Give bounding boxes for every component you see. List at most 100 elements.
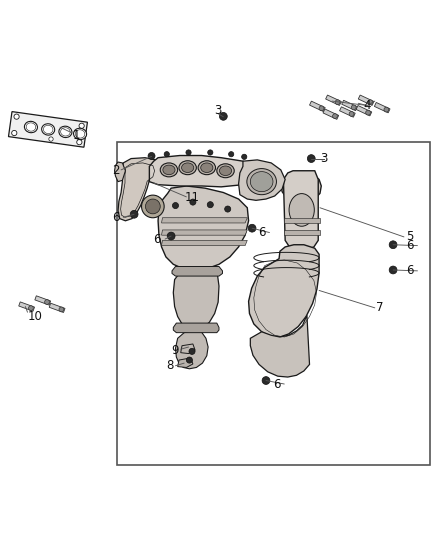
Ellipse shape xyxy=(182,163,194,173)
Polygon shape xyxy=(281,172,321,204)
Ellipse shape xyxy=(42,124,55,135)
Circle shape xyxy=(389,266,397,274)
Circle shape xyxy=(79,123,84,128)
Polygon shape xyxy=(35,296,51,305)
Ellipse shape xyxy=(160,163,178,177)
Ellipse shape xyxy=(179,161,196,175)
Polygon shape xyxy=(325,95,341,106)
Circle shape xyxy=(77,140,82,145)
Polygon shape xyxy=(358,95,374,106)
Text: 6: 6 xyxy=(406,264,413,277)
Polygon shape xyxy=(115,162,125,182)
Polygon shape xyxy=(342,100,357,111)
Polygon shape xyxy=(283,171,318,250)
Circle shape xyxy=(167,232,175,240)
Bar xyxy=(284,230,320,235)
Circle shape xyxy=(186,357,192,363)
Ellipse shape xyxy=(289,193,314,226)
Circle shape xyxy=(219,112,227,120)
Polygon shape xyxy=(162,240,247,246)
Ellipse shape xyxy=(198,161,215,175)
Circle shape xyxy=(262,377,270,384)
Polygon shape xyxy=(162,230,247,235)
Polygon shape xyxy=(251,315,310,377)
Text: 9: 9 xyxy=(172,344,179,357)
Polygon shape xyxy=(310,101,325,111)
Text: 5: 5 xyxy=(406,230,413,244)
Circle shape xyxy=(225,206,231,212)
Ellipse shape xyxy=(163,165,175,175)
Circle shape xyxy=(186,150,191,155)
Bar xyxy=(284,218,320,223)
Circle shape xyxy=(28,306,33,311)
Ellipse shape xyxy=(59,126,72,138)
Text: 4: 4 xyxy=(363,99,371,112)
Circle shape xyxy=(307,155,315,163)
Text: 6: 6 xyxy=(153,232,161,246)
Circle shape xyxy=(389,241,397,249)
Ellipse shape xyxy=(201,163,213,173)
Text: 3: 3 xyxy=(321,152,328,165)
Polygon shape xyxy=(173,323,219,333)
Circle shape xyxy=(12,131,17,135)
Circle shape xyxy=(45,300,49,304)
Circle shape xyxy=(384,107,389,112)
Circle shape xyxy=(248,224,256,232)
Text: 3: 3 xyxy=(215,104,222,117)
Ellipse shape xyxy=(25,122,37,133)
Circle shape xyxy=(368,100,373,104)
Polygon shape xyxy=(172,266,223,276)
Polygon shape xyxy=(173,270,219,331)
Polygon shape xyxy=(181,344,195,353)
Circle shape xyxy=(208,150,213,155)
Polygon shape xyxy=(49,303,65,312)
Circle shape xyxy=(319,106,324,111)
Polygon shape xyxy=(249,245,319,337)
Circle shape xyxy=(366,110,371,115)
Polygon shape xyxy=(118,158,158,221)
Text: 6: 6 xyxy=(273,377,280,391)
Polygon shape xyxy=(149,156,252,187)
Circle shape xyxy=(190,199,196,205)
Ellipse shape xyxy=(251,172,273,192)
Text: 6: 6 xyxy=(112,211,119,224)
Ellipse shape xyxy=(219,166,232,175)
Polygon shape xyxy=(158,186,249,270)
Text: 8: 8 xyxy=(166,359,174,372)
Text: 1: 1 xyxy=(73,130,80,142)
Circle shape xyxy=(148,152,155,159)
Circle shape xyxy=(14,114,19,119)
Circle shape xyxy=(189,349,195,354)
Polygon shape xyxy=(8,111,88,147)
Circle shape xyxy=(229,151,234,157)
Circle shape xyxy=(332,114,337,118)
Polygon shape xyxy=(239,160,285,200)
Polygon shape xyxy=(339,107,355,117)
Text: 6: 6 xyxy=(406,239,413,252)
Ellipse shape xyxy=(74,128,87,140)
Text: 10: 10 xyxy=(28,310,43,323)
Polygon shape xyxy=(178,358,193,367)
Text: 2: 2 xyxy=(112,164,119,177)
Bar xyxy=(117,142,430,465)
Ellipse shape xyxy=(247,168,276,195)
Ellipse shape xyxy=(217,164,234,177)
Circle shape xyxy=(335,100,340,104)
Circle shape xyxy=(130,211,138,218)
Circle shape xyxy=(242,154,247,159)
Text: 7: 7 xyxy=(376,301,384,314)
Circle shape xyxy=(59,307,64,312)
Polygon shape xyxy=(323,109,339,119)
Text: 11: 11 xyxy=(184,191,200,204)
Circle shape xyxy=(141,195,164,218)
Text: 6: 6 xyxy=(258,226,265,239)
Circle shape xyxy=(49,137,53,141)
Circle shape xyxy=(173,203,179,208)
Polygon shape xyxy=(356,106,372,116)
Polygon shape xyxy=(19,302,35,311)
Circle shape xyxy=(145,199,160,214)
Polygon shape xyxy=(374,102,390,113)
Circle shape xyxy=(349,111,354,116)
Circle shape xyxy=(164,151,170,157)
Circle shape xyxy=(351,105,356,110)
